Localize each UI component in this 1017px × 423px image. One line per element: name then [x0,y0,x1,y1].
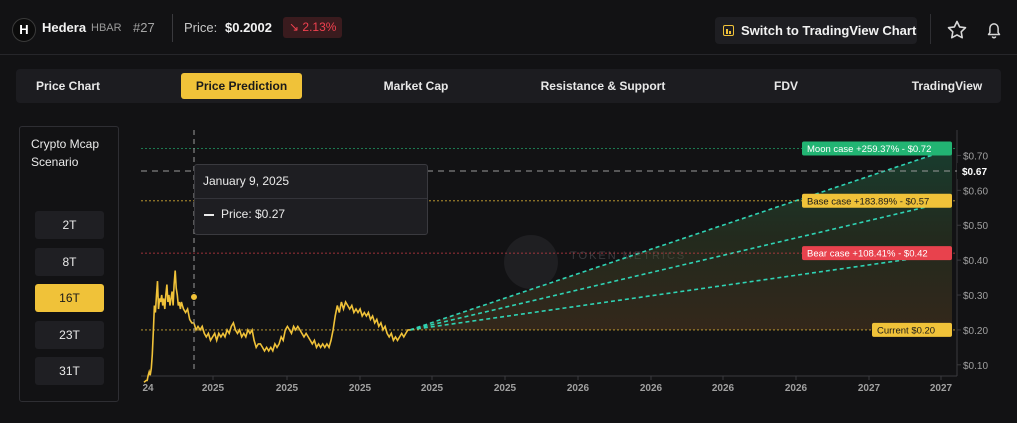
tooltip-date: January 9, 2025 [203,174,290,188]
tab-resistance-support[interactable]: Resistance & Support [540,79,666,93]
alert-bell-button[interactable] [982,18,1006,42]
token-metrics-watermark-icon [504,235,558,289]
hedera-logo-icon: H [12,18,36,42]
tab-price-prediction[interactable]: Price Prediction [181,73,302,99]
tab-market-cap[interactable]: Market Cap [383,79,449,93]
switch-tradingview-button[interactable]: Switch to TradingView Chart [715,17,917,44]
bell-icon [987,23,1001,39]
coin-name: Hedera [42,20,87,35]
price-history-line [143,270,410,383]
scenario-title: Crypto Mcap Scenario [31,137,100,169]
x-tick-label: 24 [142,383,154,394]
mcap-scenario-panel: Crypto Mcap Scenario 2T 8T 16T 23T 31T [19,126,119,402]
coin-header: H Hedera HBAR #27 Price: $0.2002 ↘ 2.13%… [0,0,1017,55]
header-divider-right [930,14,931,44]
scenario-31t-button[interactable]: 31T [35,357,104,385]
price-label: Price: [184,20,218,35]
x-tick-label: 2025 [494,383,517,394]
tab-fdv[interactable]: FDV [774,79,798,93]
crosshair-price-tag: $0.67 [962,167,987,178]
moon-tag-bg [802,141,952,156]
bear-projection-line [409,252,953,331]
x-tick-label: 2026 [567,383,590,394]
watchlist-star-button[interactable] [945,18,969,42]
coin-rank: #27 [133,20,155,35]
bear-tag-bg [802,246,952,261]
y-tick-label: $0.20 [963,326,988,337]
y-tick-label: $0.70 [963,151,988,162]
x-tick-label: 2026 [785,383,808,394]
current-tag-bg [872,322,952,337]
base-tag-bg [802,193,952,208]
tab-price-chart[interactable]: Price Chart [35,79,101,93]
y-tick-label: $0.30 [963,291,988,302]
y-tick-label: $0.50 [963,221,988,232]
x-tick-label: 2026 [712,383,735,394]
crosshair-price-tag-bg [957,163,997,179]
coin-symbol: HBAR [91,22,122,34]
arrow-down-right-icon: ↘ [289,20,300,34]
tooltip-price: Price: $0.27 [221,207,286,221]
price-value: $0.2002 [225,20,272,35]
scenario-23t-button[interactable]: 23T [35,321,104,349]
base-tag-label: Base case +183.89% - $0.57 [807,196,929,207]
x-tick-label: 2027 [930,383,953,394]
moon-projection-line [409,147,953,331]
chart-tabs: Price Chart Price Prediction Market Cap … [16,69,1001,103]
star-icon [947,20,967,39]
price-change-value: 2.13% [302,20,337,34]
scenario-8t-button[interactable]: 8T [35,248,104,276]
y-tick-label: $0.40 [963,256,988,267]
hover-point [190,293,198,301]
chart-icon [723,25,734,36]
moon-tag-label: Moon case +259.37% - $0.72 [807,144,931,155]
y-tick-label: $0.10 [963,361,988,372]
y-tick-label: $0.60 [963,186,988,197]
x-tick-label: 2026 [640,383,663,394]
header-divider [172,14,173,42]
x-tick-label: 2025 [276,383,299,394]
bear-tag-label: Bear case +108.41% - $0.42 [807,249,928,260]
x-tick-label: 2027 [858,383,881,394]
tooltip-divider [195,198,427,199]
current-tag-label: Current $0.20 [877,325,935,336]
base-projection-line [409,200,953,331]
price-tooltip: January 9, 2025 Price: $0.27 [194,164,428,235]
scenario-2t-button[interactable]: 2T [35,211,104,239]
series-line-icon [204,214,214,216]
price-change-badge: ↘ 2.13% [283,17,343,38]
x-tick-label: 2025 [421,383,444,394]
tab-tradingview[interactable]: TradingView [911,79,983,93]
scenario-16t-button[interactable]: 16T [35,284,104,312]
x-tick-label: 2025 [349,383,372,394]
switch-tradingview-label: Switch to TradingView Chart [741,23,917,38]
x-tick-label: 2025 [202,383,225,394]
